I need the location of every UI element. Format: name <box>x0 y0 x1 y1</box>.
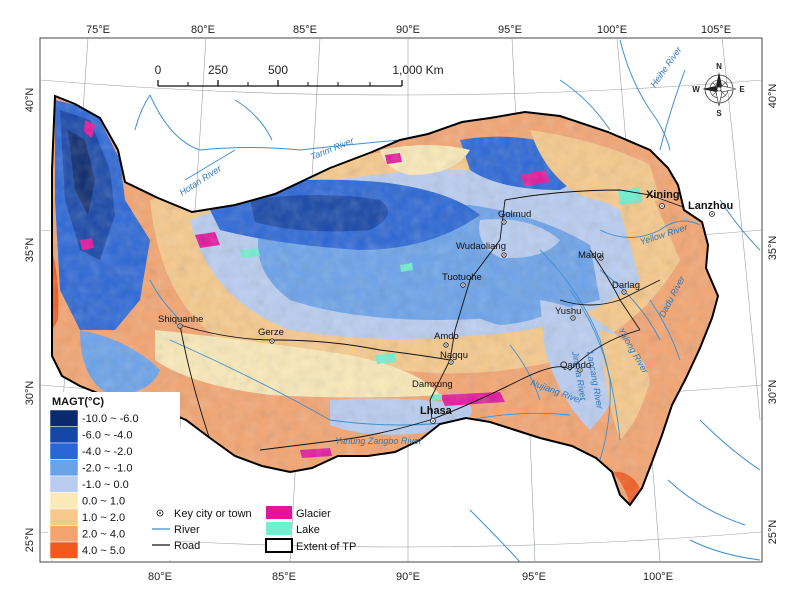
city-label-yushu: Yushu <box>555 306 581 317</box>
city-label-gerze: Gerze <box>258 327 284 338</box>
coord-top-100e: 100°E <box>597 24 627 36</box>
city-label-madoi: Madoi <box>578 250 604 261</box>
city-label-qamdo: Qamdo <box>560 360 591 371</box>
cities: Xining Lanzhou Lhasa Golmud Wudaoliang T… <box>158 189 733 424</box>
legend-class-label-8: 4.0 ~ 5.0 <box>82 545 125 557</box>
compass-s-label: S <box>716 109 722 118</box>
legend-city-label: Key city or town <box>174 508 252 520</box>
coord-bottom-100e: 100°E <box>643 571 673 583</box>
coord-top-105e: 105°E <box>701 24 731 36</box>
legend-swatch-3 <box>49 459 79 477</box>
compass-w-label: W <box>692 85 700 94</box>
city-marker-wudaoliang <box>501 252 507 258</box>
coord-left-40n: 40°N <box>24 88 36 113</box>
legend-river-label: River <box>174 524 200 536</box>
coord-bottom-95e: 95°E <box>522 571 546 583</box>
city-marker-shiquanhe <box>177 323 183 329</box>
city-marker-amdo <box>443 342 449 348</box>
compass-n-label: N <box>716 62 722 71</box>
magt-raster <box>52 96 718 505</box>
city-label-nagqu: Nagqu <box>440 350 468 361</box>
city-label-darlag: Darlag <box>612 280 640 291</box>
city-marker-darlag <box>621 289 627 295</box>
legend-lake-label: Lake <box>296 524 320 536</box>
city-marker-lanzhou <box>709 211 715 217</box>
city-label-lhasa: Lhasa <box>420 405 453 417</box>
city-label-amdo: Amdo <box>434 331 459 342</box>
legend-class-label-4: -1.0 ~ 0.0 <box>82 479 129 491</box>
city-label-damxung: Damxung <box>412 379 453 390</box>
north-arrow-compass-icon: N S E W <box>692 62 745 118</box>
legend-swatch-8 <box>49 541 79 559</box>
outside-rivers <box>134 39 761 563</box>
legend-class-label-1: -6.0 ~ -4.0 <box>82 430 132 442</box>
city-marker-nagqu <box>448 359 454 365</box>
legend-swatch-6 <box>49 508 79 526</box>
city-label-golmud: Golmud <box>498 209 531 220</box>
legend-swatch-7 <box>49 525 79 543</box>
scale-tick-1000: 1,000 Km <box>392 63 443 77</box>
legend-title: MAGT(°C) <box>52 396 104 408</box>
coord-right-25n: 25°N <box>767 520 779 545</box>
city-marker-xining <box>659 203 665 209</box>
city-marker-tuotuohe <box>460 282 466 288</box>
coord-left-35n: 35°N <box>24 238 36 263</box>
scale-tick-500: 500 <box>268 63 288 77</box>
legend-extent-label: Extent of TP <box>296 541 356 553</box>
coord-right-30n: 30°N <box>767 380 779 405</box>
coord-top-95e: 95°E <box>498 24 522 36</box>
city-label-tuotuohe: Tuotuohe <box>442 272 482 283</box>
legend-swatch-2 <box>49 442 79 460</box>
coord-bottom-80e: 80°E <box>148 571 172 583</box>
city-marker-golmud <box>501 219 507 225</box>
legend-swatch-4 <box>49 475 79 493</box>
coord-top-85e: 85°E <box>293 24 317 36</box>
legend-class-label-5: 0.0 ~ 1.0 <box>82 496 125 508</box>
legend-swatch-5 <box>49 492 79 510</box>
legend-class-label-0: -10.0 ~ -6.0 <box>82 413 139 425</box>
scale-bar: 0 250 500 1,000 Km <box>155 63 444 87</box>
city-marker-gerze <box>269 338 275 344</box>
legend-extent-swatch <box>265 538 293 553</box>
magt-legend: MAGT(°C) -10.0 ~ -6.0 -6.0 ~ -4.0 -4.0 ~ -… <box>48 392 180 560</box>
legend-glacier-label: Glacier <box>296 508 331 520</box>
legend-swatch-0 <box>49 409 79 427</box>
coord-top-90e: 90°E <box>396 24 420 36</box>
coord-left-30n: 30°N <box>24 381 36 406</box>
city-marker-qamdo <box>577 367 583 373</box>
coord-top-80e: 80°E <box>191 24 215 36</box>
city-marker-madoi <box>598 255 604 261</box>
city-label-shiquanhe: Shiquanhe <box>158 314 203 325</box>
coordinate-labels: 75°E 80°E 85°E 90°E 95°E 100°E 105°E 80°… <box>24 24 779 583</box>
city-label-wudaoliang: Wudaoliang <box>456 241 506 252</box>
coord-right-35n: 35°N <box>767 236 779 261</box>
coord-top-75e: 75°E <box>86 24 110 36</box>
city-marker-yushu <box>570 315 576 321</box>
legend-class-label-6: 1.0 ~ 2.0 <box>82 512 125 524</box>
coord-left-25n: 25°N <box>24 528 36 553</box>
legend-swatch-1 <box>49 426 79 444</box>
scale-tick-0: 0 <box>155 63 162 77</box>
legend-glacier-swatch <box>266 506 292 519</box>
city-marker-lhasa <box>430 418 436 424</box>
compass-e-label: E <box>739 85 745 94</box>
coord-bottom-85e: 85°E <box>272 571 296 583</box>
city-label-lanzhou: Lanzhou <box>688 200 733 212</box>
legend-road-label: Road <box>174 540 200 552</box>
legend-class-label-7: 2.0 ~ 4.0 <box>82 529 125 541</box>
legend-class-label-2: -4.0 ~ -2.0 <box>82 446 132 458</box>
river-label-yarlung-zangbo: Yarlung Zangbo River <box>335 436 423 446</box>
coord-right-40n: 40°N <box>767 84 779 109</box>
coord-bottom-90e: 90°E <box>396 571 420 583</box>
city-label-xining: Xining <box>646 189 680 201</box>
legend-class-label-3: -2.0 ~ -1.0 <box>82 463 132 475</box>
symbol-legend: Key city or town River Road Glacier Lake… <box>152 506 356 553</box>
legend-city-icon <box>156 509 164 517</box>
scale-tick-250: 250 <box>208 63 228 77</box>
legend-lake-swatch <box>266 522 292 535</box>
